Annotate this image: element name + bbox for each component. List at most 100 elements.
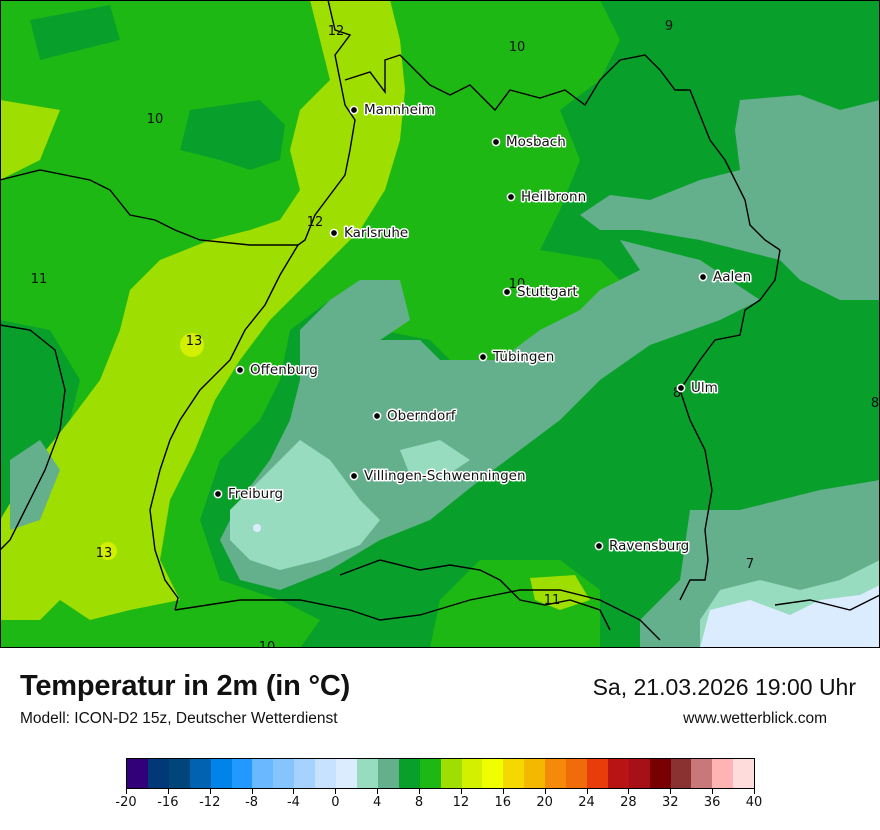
colorbar-tick-label: 40	[745, 795, 763, 810]
border-bavaria	[679, 249, 781, 601]
colorbar-segment	[461, 759, 483, 788]
colorbar-segment	[440, 759, 462, 788]
city-label: Offenburg	[250, 362, 318, 378]
city-dot-icon	[213, 489, 223, 499]
city-dot-icon	[235, 365, 245, 375]
city-dot-icon	[349, 105, 359, 115]
colorbar-tick-label: 12	[452, 795, 470, 810]
city-ravensburg[interactable]: Ravensburg	[594, 537, 691, 556]
temp-zone-4-6-east	[580, 95, 880, 300]
colorbar-tick	[209, 789, 211, 794]
colorbar-tick	[502, 789, 504, 794]
colorbar-segment	[545, 759, 567, 788]
website-link[interactable]: www.wetterblick.com	[683, 710, 827, 727]
temp-zone-2-4-alb	[400, 440, 470, 480]
city-label: Mannheim	[364, 102, 435, 118]
colorbar-tick	[712, 789, 714, 794]
contour-label: 13	[96, 546, 113, 561]
city-freiburg[interactable]: Freiburg	[213, 485, 285, 504]
colorbar-ticks: -20 -16 -12 -8 -4 0 4 8 12 16 20 24 28 32 36 40	[115, 789, 762, 815]
colorbar-tick-label: -16	[157, 795, 179, 810]
city-karlsruhe[interactable]: Karlsruhe	[329, 224, 410, 243]
temp-zone-0-2-spot	[253, 524, 261, 532]
city-dot-icon	[676, 383, 686, 393]
colorbar-tick-label: -20	[115, 795, 137, 810]
city-markers: Mannheim Mosbach Heilbronn Karlsruhe Aalen St…	[213, 101, 753, 556]
colorbar-tick	[419, 789, 421, 794]
colorbar-tick	[628, 789, 630, 794]
colorbar-tick	[586, 789, 588, 794]
colorbar-segment	[231, 759, 253, 788]
city-t-bingen[interactable]: Tübingen	[478, 348, 556, 367]
temp-zone-12-14	[0, 0, 405, 620]
colorbar-segment	[336, 759, 357, 788]
colorbar-tick	[167, 789, 169, 794]
contour-label: 11	[544, 593, 561, 608]
city-mosbach[interactable]: Mosbach	[491, 133, 567, 152]
map-canvas: 12 10 9 10 12 11 10 13 8 8 13 7 11 10 Mannheim Mosbach…	[0, 0, 880, 648]
colorbar-tick-label: 8	[414, 795, 424, 810]
city-dot-icon	[349, 471, 359, 481]
colorbar-segment	[733, 759, 755, 788]
city-aalen[interactable]: Aalen	[698, 268, 753, 287]
city-stuttgart[interactable]: Stuttgart	[502, 283, 579, 302]
chart-title: Temperatur in 2m (in °C)	[20, 670, 351, 702]
contour-label: 7	[746, 557, 754, 572]
city-offenburg[interactable]: Offenburg	[235, 361, 319, 380]
colorbar-tick-label: 32	[661, 795, 679, 810]
city-label: Ravensburg	[609, 538, 689, 554]
city-label: Stuttgart	[517, 284, 578, 300]
model-subtitle: Modell: ICON-D2 15z, Deutscher Wetterdie…	[20, 710, 338, 727]
city-dot-icon	[506, 192, 516, 202]
city-dot-icon	[594, 541, 604, 551]
contour-label: 8	[673, 386, 681, 401]
contour-label: 8	[871, 396, 879, 411]
colorbar-tick-label: -8	[245, 795, 259, 810]
colorbar-tick	[460, 789, 462, 794]
city-dot-icon	[491, 137, 501, 147]
temp-zone-2-4-blackforest	[230, 440, 380, 570]
border-rhine	[149, 0, 356, 611]
colorbar-segment	[482, 759, 504, 788]
contour-label: 13	[186, 334, 203, 349]
city-mannheim[interactable]: Mannheim	[349, 101, 436, 120]
city-villingen-schwenningen[interactable]: Villingen-Schwenningen	[349, 467, 527, 486]
border-alps	[774, 594, 880, 611]
city-dot-icon	[329, 228, 339, 238]
colorbar-segment	[691, 759, 713, 788]
temp-zone-8-10-patch	[30, 5, 120, 60]
contour-label: 11	[31, 272, 48, 287]
borders	[0, 0, 880, 641]
contour-label: 10	[509, 40, 526, 55]
colorbar-segment	[419, 759, 441, 788]
colorbar-segment	[377, 759, 399, 788]
colorbar-segment	[294, 759, 316, 788]
colorbar-segment	[315, 759, 337, 788]
colorbar-tick	[754, 789, 755, 794]
colorbar-tick-label: 16	[494, 795, 512, 810]
city-ulm[interactable]: Ulm	[676, 379, 719, 398]
city-label: Tübingen	[492, 349, 554, 365]
city-heilbronn[interactable]: Heilbronn	[506, 188, 588, 207]
colorbar-segment	[566, 759, 587, 788]
colorbar-segment	[273, 759, 295, 788]
temp-zone-8-10-patch	[180, 100, 285, 170]
city-oberndorf[interactable]: Oberndorf	[372, 407, 458, 426]
colorbar-segment	[524, 759, 546, 788]
city-dot-icon	[698, 272, 708, 282]
colorbar-tick-label: 28	[620, 795, 637, 810]
temp-zone-14-16	[99, 542, 117, 560]
colorbar-tick	[126, 789, 127, 794]
contour-labels: 12 10 9 10 12 11 10 13 8 8 13 7 11 10	[31, 19, 879, 648]
contour-label: 10	[509, 277, 526, 292]
contour-label: 12	[328, 24, 345, 39]
colorbar-tick-label: 36	[703, 795, 721, 810]
colorbar-segment	[712, 759, 734, 788]
colorbar-segment	[398, 759, 420, 788]
contour-label: 9	[665, 19, 673, 34]
contour-label: 10	[147, 112, 164, 127]
temperature-map[interactable]: 12 10 9 10 12 11 10 13 8 8 13 7 11 10 Mannheim Mosbach…	[0, 0, 880, 648]
city-label: Karlsruhe	[344, 225, 408, 241]
colorbar-segment	[189, 759, 211, 788]
city-label: Oberndorf	[387, 408, 457, 424]
